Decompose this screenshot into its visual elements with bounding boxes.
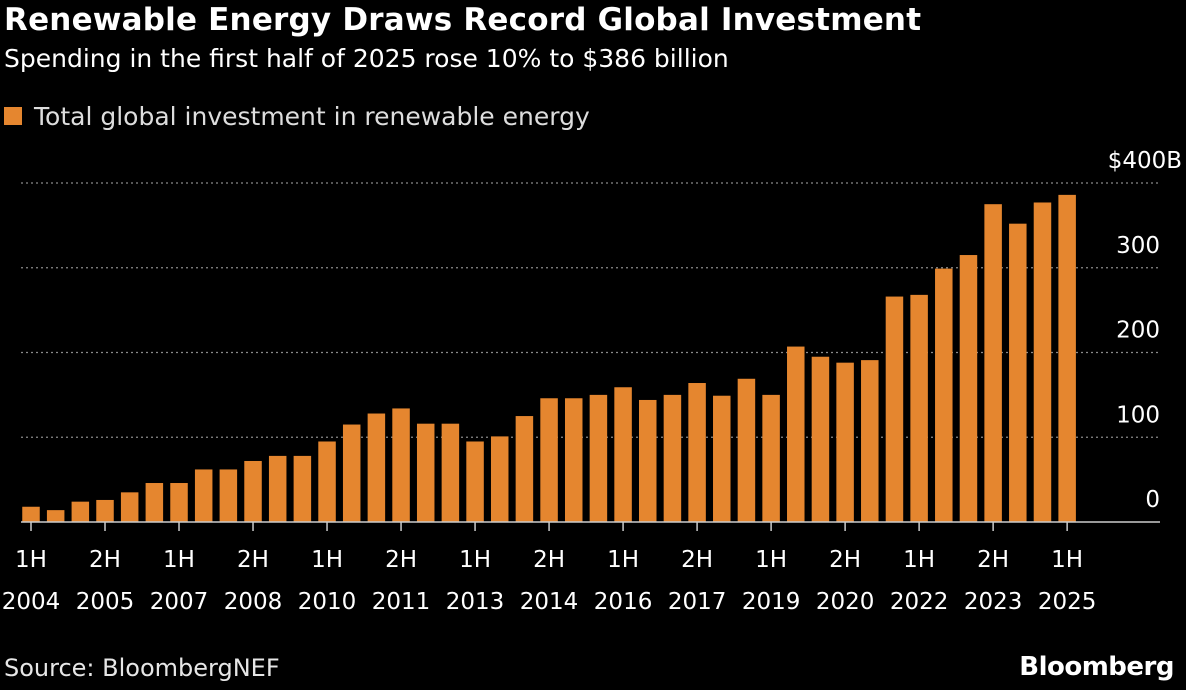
bar-2h-2018 [737,378,756,522]
bar-2h-2024 [1033,202,1052,523]
bar-1h-2017 [663,394,682,523]
y-tick-label: 200 [1116,318,1160,344]
x-tick-year-label: 2016 [594,589,653,615]
bar-1h-2014 [515,416,534,522]
bar-1h-2016 [614,387,632,522]
bar-2h-2012 [441,423,460,522]
x-tick-period-label: 1H [163,547,195,573]
legend: Total global investment in renewable ene… [4,100,590,132]
y-tick-label: 100 [1116,402,1160,428]
x-tick-period-label: 2H [89,547,121,573]
bar-1h-2021 [861,360,879,522]
bar-1h-2023 [959,255,978,523]
x-tick-period-label: 1H [607,547,639,573]
bar-2h-2021 [885,296,904,522]
x-tick-period-label: 2H [385,547,417,573]
bar-1h-2011 [367,413,386,522]
x-tick-year-label: 2014 [520,589,579,615]
bar-2h-2004 [46,510,65,522]
x-tick-period-label: 2H [829,547,861,573]
bar-1h-2008 [219,469,238,522]
x-tick-period-label: 2H [977,547,1009,573]
x-tick-period-label: 1H [15,547,47,573]
bar-1h-2015 [564,398,583,522]
y-tick-label: $400B [1108,148,1182,174]
bar-2h-2019 [787,346,805,522]
x-tick-year-label: 2020 [816,589,875,615]
bar-1h-2010 [318,441,336,522]
x-tick-year-label: 2011 [372,589,431,615]
x-tick-period-label: 2H [681,547,713,573]
legend-label: Total global investment in renewable ene… [34,101,590,131]
bar-2h-2020 [836,362,854,522]
bar-2h-2008 [244,460,262,522]
x-tick-period-label: 1H [1051,547,1083,573]
bar-1h-2024 [1009,223,1027,522]
x-tick-period-label: 2H [237,547,269,573]
x-tick-year-label: 2007 [150,589,209,615]
chart-title: Renewable Energy Draws Record Global Inv… [4,2,922,38]
x-tick-year-label: 2005 [76,589,135,615]
x-tick-period-label: 1H [311,547,343,573]
x-tick-year-label: 2004 [2,589,61,615]
bar-1h-2013 [466,441,484,522]
bar-1h-2004 [22,506,40,522]
bar-2h-2005 [96,499,114,522]
brand-logo: Bloomberg [1019,652,1174,682]
bar-2h-2007 [194,469,213,522]
x-tick-year-label: 2019 [742,589,801,615]
bar-2h-2011 [392,408,410,522]
bar-1h-2006 [120,492,139,522]
bar-2h-2022 [935,268,953,522]
x-tick-period-label: 2H [533,547,565,573]
x-tick-period-label: 1H [459,547,491,573]
bar-2h-2017 [688,383,706,522]
bar-2h-2006 [145,483,164,522]
bar-2h-2013 [490,436,509,522]
bar-2h-2015 [589,394,608,523]
y-tick-label: 300 [1116,233,1160,259]
bar-1h-2018 [713,395,731,522]
x-tick-year-label: 2022 [890,589,949,615]
x-tick-year-label: 2025 [1038,589,1097,615]
bar-1h-2005 [71,501,90,522]
bar-1h-2009 [268,455,287,522]
bar-2h-2014 [540,398,558,522]
source-note: Source: BloombergNEF [4,654,280,682]
x-tick-period-label: 1H [903,547,935,573]
bar-2h-2010 [342,424,361,522]
chart-subtitle: Spending in the first half of 2025 rose … [4,44,729,73]
bar-1h-2025 [1058,194,1076,522]
bar-2h-2016 [639,399,657,522]
x-tick-year-label: 2017 [668,589,727,615]
bar-2h-2023 [984,204,1002,522]
bar-2h-2009 [293,455,312,522]
x-tick-year-label: 2023 [964,589,1023,615]
legend-swatch [4,107,22,125]
bar-1h-2012 [416,423,435,522]
bar-1h-2019 [762,394,780,523]
bar-1h-2020 [811,356,830,522]
y-tick-label: 0 [1145,487,1160,513]
x-tick-period-label: 1H [755,547,787,573]
x-tick-year-label: 2008 [224,589,283,615]
bar-1h-2022 [910,294,928,522]
bar-1h-2007 [170,483,188,522]
x-tick-year-label: 2013 [446,589,505,615]
x-tick-year-label: 2010 [298,589,357,615]
